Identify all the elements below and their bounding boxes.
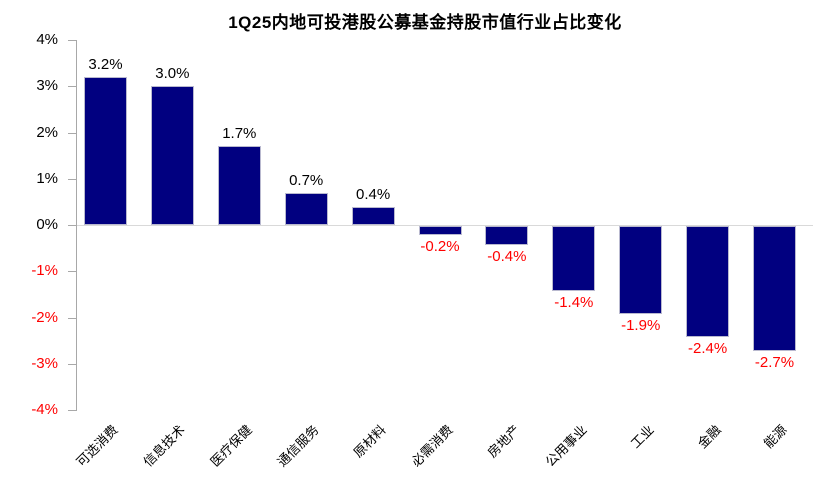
category-label: 能源 xyxy=(761,422,791,452)
bar-value-label: 3.2% xyxy=(88,56,123,73)
bar-value-label: -0.4% xyxy=(487,247,527,265)
y-axis-tick xyxy=(68,40,76,41)
bar-value-label: -2.4% xyxy=(688,340,728,357)
y-axis-tick xyxy=(68,317,76,319)
bar-房地产 xyxy=(485,226,529,245)
category-label: 工业 xyxy=(627,422,657,452)
category-label: 可选消费 xyxy=(73,422,122,470)
chart-title: 1Q25内地可投港股公募基金持股市值行业占比变化 xyxy=(228,13,622,32)
y-axis-label: 2% xyxy=(36,123,58,141)
bar-医疗保健 xyxy=(217,146,261,225)
bar-value-label: -0.2% xyxy=(420,238,460,256)
category-label: 信息技术 xyxy=(140,422,189,470)
bar-value-label: -1.9% xyxy=(621,316,661,334)
bar-可选消费 xyxy=(84,77,127,225)
y-axis-tick xyxy=(68,410,76,411)
y-axis-tick xyxy=(68,225,76,226)
y-axis-line xyxy=(76,40,77,411)
bar-信息技术 xyxy=(150,86,194,225)
bar-value-label: -1.4% xyxy=(554,293,594,311)
category-label: 房地产 xyxy=(484,422,523,461)
y-axis-label: 1% xyxy=(36,169,58,187)
category-label: 原材料 xyxy=(350,422,389,461)
y-axis-label: 4% xyxy=(36,31,58,48)
y-axis-tick xyxy=(68,363,76,365)
bar-能源 xyxy=(753,226,796,351)
y-axis-tick xyxy=(68,86,76,88)
y-axis-label: 3% xyxy=(36,77,58,95)
bar-value-label: 0.7% xyxy=(289,171,324,189)
category-label: 医疗保健 xyxy=(207,422,256,470)
bar-金融 xyxy=(686,226,730,337)
category-label: 公用事业 xyxy=(542,422,590,470)
bar-必需消费 xyxy=(418,226,462,236)
bar-原材料 xyxy=(351,206,395,225)
y-axis-tick xyxy=(68,178,76,180)
y-axis-label: -2% xyxy=(31,308,58,326)
y-axis-label: -3% xyxy=(31,354,58,372)
bar-公用事业 xyxy=(552,226,596,291)
y-axis-label: 0% xyxy=(36,216,58,233)
y-axis-tick xyxy=(68,271,76,273)
bar-通信服务 xyxy=(284,192,328,225)
category-label: 金融 xyxy=(694,422,724,452)
category-label: 必需消费 xyxy=(408,422,456,470)
category-label: 通信服务 xyxy=(274,422,322,470)
y-axis-label: -1% xyxy=(31,262,58,280)
bar-value-label: -2.7% xyxy=(754,353,795,371)
y-axis-label: -4% xyxy=(31,401,58,418)
zero-gridline xyxy=(76,225,813,226)
bar-value-label: 3.0% xyxy=(155,65,190,83)
bar-value-label: 1.7% xyxy=(222,125,257,143)
y-axis-tick xyxy=(68,132,76,134)
bar-value-label: 0.4% xyxy=(355,185,391,203)
bar-工业 xyxy=(619,226,663,314)
